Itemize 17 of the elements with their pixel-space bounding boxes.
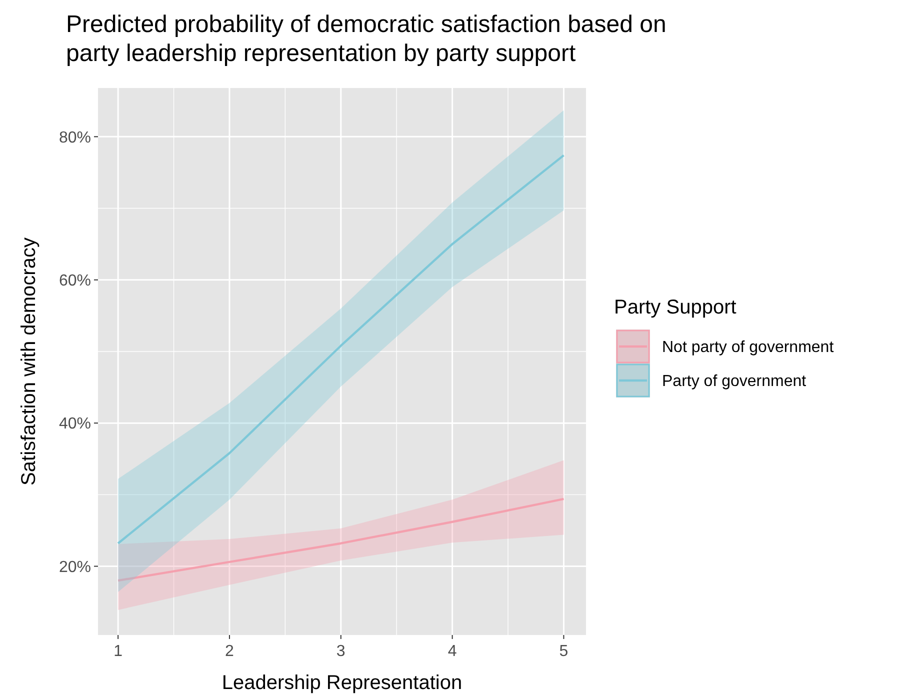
y-tick-label: 80%	[58, 129, 91, 146]
x-tick-label: 3	[336, 643, 346, 660]
legend-title: Party Support	[614, 296, 737, 318]
x-tick-label: 1	[114, 643, 123, 660]
line-series	[116, 154, 565, 544]
chart-title: Predicted probability of democratic satisfaction based on party leadership representation by party support	[66, 11, 666, 67]
y-tick-label: 20%	[58, 558, 91, 576]
x-axis-title: Leadership Representation	[222, 672, 462, 694]
y-tick-label: 40%	[58, 416, 91, 433]
line-series	[116, 498, 565, 582]
x-tick-label: 4	[448, 643, 457, 660]
x-tick-label: 5	[559, 643, 568, 660]
legend-label: Not party of government	[662, 339, 834, 356]
x-tick-label: 2	[225, 643, 234, 660]
y-axis-title: Satisfaction with democracy	[18, 238, 40, 486]
legend-label: Party of government	[662, 373, 807, 390]
y-tick-label: 60%	[58, 272, 91, 290]
